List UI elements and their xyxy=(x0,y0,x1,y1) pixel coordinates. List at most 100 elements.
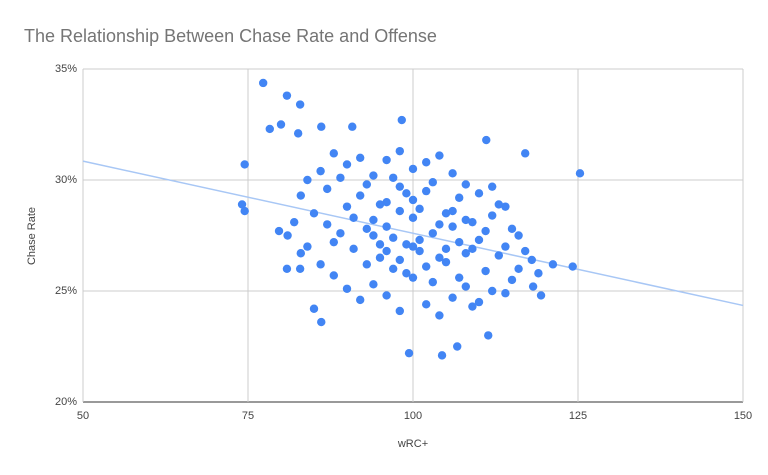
x-tick-label: 50 xyxy=(77,410,89,422)
data-point xyxy=(282,264,292,273)
chart-title: The Relationship Between Chase Rate and … xyxy=(24,26,437,46)
data-point xyxy=(389,173,398,182)
data-point xyxy=(528,282,538,291)
data-point xyxy=(276,120,286,129)
data-point xyxy=(309,209,319,218)
data-point xyxy=(265,124,274,134)
data-point xyxy=(422,300,431,309)
data-point xyxy=(402,269,411,278)
data-point xyxy=(295,100,305,109)
data-point xyxy=(521,246,530,256)
data-point xyxy=(488,286,497,296)
data-point xyxy=(481,266,490,276)
data-point xyxy=(362,180,371,189)
data-point xyxy=(514,264,523,273)
data-point xyxy=(548,260,558,269)
data-point xyxy=(329,271,338,280)
data-point xyxy=(536,291,546,300)
data-point xyxy=(382,246,391,256)
y-tick-label: 25% xyxy=(55,285,77,297)
data-point xyxy=(356,295,365,305)
data-point xyxy=(428,277,437,287)
data-point xyxy=(309,304,319,313)
trendline xyxy=(82,160,744,307)
x-tick-label: 75 xyxy=(242,410,254,422)
x-tick-label: 100 xyxy=(404,410,422,422)
data-point xyxy=(514,231,523,240)
data-point xyxy=(435,151,444,160)
data-point xyxy=(323,184,332,194)
data-point xyxy=(296,249,305,258)
data-point xyxy=(395,206,404,216)
data-point xyxy=(395,182,404,191)
data-point xyxy=(348,122,357,131)
data-point xyxy=(408,273,418,282)
data-point xyxy=(461,249,470,258)
data-point xyxy=(501,242,510,251)
data-point xyxy=(395,306,404,316)
data-point xyxy=(461,215,470,225)
data-point xyxy=(494,251,503,260)
data-point xyxy=(527,255,536,265)
data-point xyxy=(356,191,365,200)
data-point xyxy=(402,240,411,249)
data-point xyxy=(303,175,312,185)
data-point xyxy=(317,317,326,327)
data-point xyxy=(494,200,503,209)
data-point xyxy=(342,160,352,169)
data-point xyxy=(329,149,338,158)
data-point xyxy=(448,222,457,231)
data-point xyxy=(408,195,418,205)
data-point xyxy=(437,351,447,360)
data-point xyxy=(404,348,414,358)
data-point xyxy=(382,155,391,165)
data-point xyxy=(395,146,404,156)
data-point xyxy=(461,282,470,291)
data-point xyxy=(382,291,391,300)
y-axis-label: Chase Rate xyxy=(26,207,38,265)
data-point xyxy=(455,193,464,202)
data-point xyxy=(375,240,385,249)
data-point xyxy=(329,237,338,247)
data-point xyxy=(296,191,305,200)
data-point xyxy=(408,164,418,174)
data-point xyxy=(369,215,378,225)
x-tick-label: 125 xyxy=(569,410,587,422)
data-point xyxy=(336,173,345,182)
y-tick-label: 30% xyxy=(55,174,77,186)
data-point xyxy=(382,222,391,231)
data-point xyxy=(397,115,406,125)
data-point xyxy=(507,275,517,285)
data-point xyxy=(468,302,477,311)
data-point xyxy=(415,204,424,214)
data-point xyxy=(362,260,371,269)
data-point xyxy=(435,253,444,262)
data-point xyxy=(422,262,431,271)
y-tick-label: 35% xyxy=(55,63,77,75)
data-point xyxy=(468,244,477,254)
data-point xyxy=(453,342,462,351)
y-tick-label: 20% xyxy=(55,396,77,408)
data-point xyxy=(481,226,490,236)
data-point xyxy=(303,242,312,251)
data-point xyxy=(422,158,431,167)
data-point xyxy=(274,226,284,236)
x-axis-label: wRC+ xyxy=(397,438,428,450)
data-point xyxy=(521,149,530,158)
data-point xyxy=(362,224,371,234)
data-point xyxy=(428,229,437,238)
data-point xyxy=(415,246,424,256)
data-point xyxy=(455,273,464,282)
data-point xyxy=(482,135,491,145)
data-point xyxy=(534,269,543,278)
data-point xyxy=(283,231,292,240)
data-point xyxy=(488,211,497,220)
data-point xyxy=(441,209,451,218)
data-point xyxy=(375,253,385,262)
data-point xyxy=(349,244,358,254)
data-point xyxy=(258,78,268,88)
data-point xyxy=(474,297,484,307)
data-point xyxy=(389,264,398,273)
data-point xyxy=(342,202,352,211)
